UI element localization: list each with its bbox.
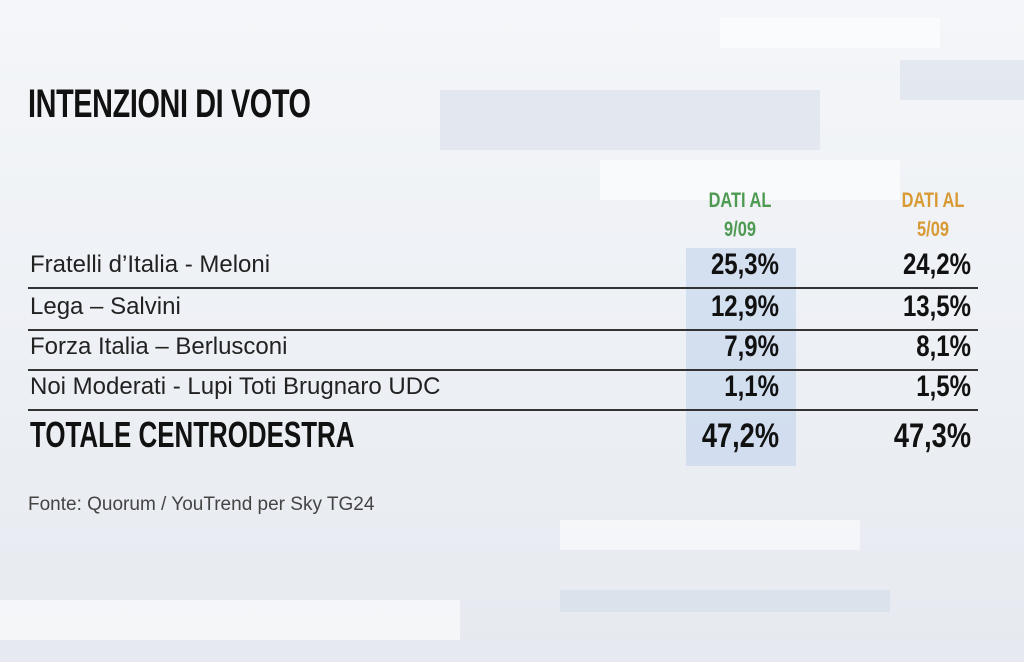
source: Fonte: Quorum / YouTrend per Sky TG24	[28, 494, 375, 515]
header-line: 5/09	[917, 218, 949, 241]
row-label: Forza Italia – Berlusconi	[30, 333, 288, 360]
row-label: Fratelli d’Italia - Meloni	[30, 251, 271, 278]
total-value: 47,3%	[893, 417, 971, 455]
row-divider	[28, 329, 978, 331]
row-divider	[28, 409, 978, 411]
row-value: 12,9%	[710, 290, 779, 323]
header-line: 9/09	[724, 218, 756, 241]
row-value: 8,1%	[916, 330, 971, 363]
decoration	[600, 160, 900, 200]
title: INTENZIONI DI VOTO	[28, 82, 311, 126]
row-divider	[28, 369, 978, 371]
row-divider	[28, 287, 978, 289]
column-header: DATI AL 9/09	[685, 186, 794, 244]
header-line: DATI AL	[708, 189, 772, 212]
total-value: 47,2%	[701, 417, 779, 455]
decoration	[560, 520, 860, 550]
decoration	[560, 590, 890, 612]
row-value: 24,2%	[902, 248, 971, 281]
column-highlight	[686, 248, 796, 466]
decoration	[720, 18, 940, 48]
row-value: 1,1%	[724, 370, 779, 403]
row-value: 13,5%	[902, 290, 971, 323]
row-value: 25,3%	[710, 248, 779, 281]
decoration	[900, 60, 1024, 100]
decoration	[440, 90, 820, 150]
header-line: DATI AL	[901, 189, 965, 212]
decoration	[0, 600, 460, 640]
total-label: TOTALE CENTRODESTRA	[30, 414, 355, 455]
row-label: Lega – Salvini	[30, 293, 181, 320]
row-value: 1,5%	[916, 370, 971, 403]
row-value: 7,9%	[724, 330, 779, 363]
column-header: DATI AL 5/09	[878, 186, 987, 244]
row-label: Noi Moderati - Lupi Toti Brugnaro UDC	[30, 373, 441, 400]
